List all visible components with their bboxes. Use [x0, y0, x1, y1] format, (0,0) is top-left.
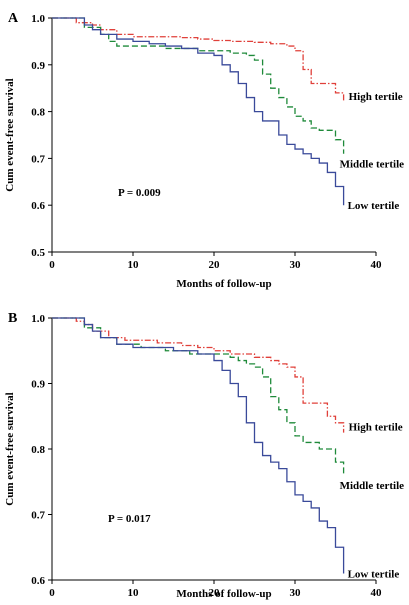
- y-tick-label: 0.7: [31, 510, 45, 522]
- series-label-low: Low tertile: [348, 200, 400, 212]
- y-tick-label: 1.0: [31, 13, 45, 25]
- x-tick-label: 20: [209, 259, 221, 271]
- y-tick-label: 1.0: [31, 313, 45, 325]
- x-tick-label: 40: [371, 587, 383, 599]
- y-tick-label: 0.8: [31, 107, 45, 119]
- x-tick-label: 0: [49, 259, 55, 271]
- x-tick-label: 30: [290, 587, 302, 599]
- series-line-low: [52, 17, 345, 206]
- panel-b: B 0 10 20 30 40 0.6 0.7 0.8 0.9 1.0 Months of follo…: [4, 311, 404, 600]
- x-axis-label: Months of follow-up: [176, 278, 271, 290]
- series-line-middle: [52, 317, 345, 476]
- series-label-high: High tertile: [349, 422, 403, 434]
- y-tick-label: 0.5: [31, 247, 45, 259]
- p-value-label: P = 0.017: [108, 513, 151, 525]
- series-label-low: Low tertile: [348, 568, 400, 580]
- series-line-high: [52, 17, 345, 103]
- x-tick-label: 40: [371, 259, 383, 271]
- series-label-middle: Middle tertile: [340, 480, 405, 492]
- y-tick-label: 0.9: [31, 60, 45, 72]
- series-label-middle: Middle tertile: [340, 159, 405, 171]
- x-axis-label: Months of follow-up: [176, 588, 271, 600]
- panel-a: A 0 10 20 30 40 0.5 0.6 0.7 0.8 0.9 1.0 Months of fo…: [4, 11, 404, 290]
- x-tick-label: 10: [128, 587, 140, 599]
- y-tick-label: 0.6: [31, 575, 45, 587]
- x-tick-label: 0: [49, 587, 55, 599]
- x-tick-label: 20: [209, 587, 221, 599]
- x-tick-label: 30: [290, 259, 302, 271]
- y-tick-label: 0.9: [31, 379, 45, 391]
- panel-letter: A: [8, 11, 19, 26]
- y-tick-label: 0.8: [31, 444, 45, 456]
- series-line-high: [52, 317, 345, 433]
- series-line-low: [52, 317, 345, 574]
- y-axis-label: Cum event-free survival: [4, 392, 16, 505]
- panel-letter: B: [8, 311, 17, 326]
- y-tick-label: 0.7: [31, 153, 45, 165]
- series-line-middle: [52, 17, 345, 154]
- p-value-label: P = 0.009: [118, 187, 161, 199]
- x-tick-label: 10: [128, 259, 140, 271]
- y-axis-label: Cum event-free survival: [4, 78, 16, 191]
- y-tick-label: 0.6: [31, 200, 45, 212]
- series-label-high: High tertile: [349, 91, 403, 103]
